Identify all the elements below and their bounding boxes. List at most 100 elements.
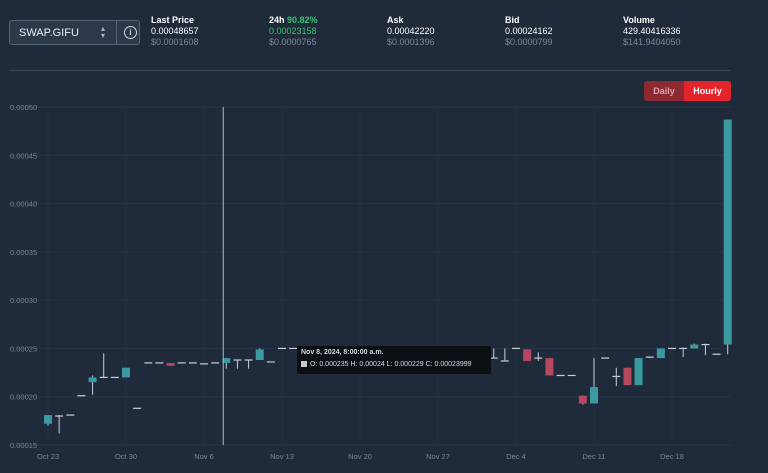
candle[interactable] [656, 348, 665, 359]
candle[interactable] [244, 359, 253, 369]
hourly-toggle-button[interactable]: Hourly [684, 81, 731, 101]
candle[interactable] [222, 358, 231, 369]
candle[interactable] [233, 359, 242, 369]
candle[interactable] [77, 395, 86, 397]
candle[interactable] [556, 374, 565, 377]
candle-body [122, 367, 130, 378]
candle[interactable] [99, 353, 108, 378]
stat-volume: Volume 429.40416336 $141.9404050 [623, 15, 681, 48]
y-tick-label: 0.00035 [10, 248, 37, 257]
candle-body [578, 395, 587, 404]
candle[interactable] [55, 415, 64, 434]
stat-usd-value: $141.9404050 [623, 37, 681, 47]
candle-body [289, 347, 298, 350]
daily-toggle-button[interactable]: Daily [644, 81, 684, 101]
candle[interactable] [679, 347, 688, 358]
candle-body [166, 362, 175, 366]
candle[interactable] [289, 347, 298, 350]
candle-body [278, 347, 286, 350]
stat-label: 24h [269, 15, 285, 25]
candle-body [177, 362, 186, 364]
x-tick-label: Nov 13 [270, 452, 294, 461]
stat-value: 0.00048657 [151, 26, 199, 36]
candle-body [489, 357, 498, 359]
candle[interactable] [512, 347, 520, 350]
candle[interactable] [44, 415, 52, 426]
candle-body [656, 348, 665, 359]
candle[interactable] [110, 376, 119, 378]
candle[interactable] [188, 362, 197, 364]
pair-select[interactable]: SWAP.GIFU ▴ ▾ i [9, 20, 140, 45]
candle[interactable] [523, 349, 532, 361]
tooltip-swatch [301, 361, 307, 367]
candle[interactable] [634, 358, 643, 386]
stat-label: Ask [387, 15, 404, 25]
candle[interactable] [590, 358, 598, 404]
candle[interactable] [133, 407, 142, 409]
candle[interactable] [567, 374, 576, 377]
candle-body [668, 347, 676, 350]
candle[interactable] [612, 367, 621, 387]
candle[interactable] [66, 414, 75, 416]
x-tick-label: Dec 18 [660, 452, 684, 461]
stat-label: Bid [505, 15, 520, 25]
candle-body [233, 359, 242, 361]
y-tick-label: 0.00050 [10, 103, 37, 112]
candle-tooltip: Nov 8, 2024, 8:00:00 a.m. O: 0.000235 H:… [297, 346, 491, 374]
candle[interactable] [623, 367, 632, 386]
candle[interactable] [578, 395, 587, 405]
candle-body [222, 358, 231, 363]
candle[interactable] [601, 357, 610, 359]
stat-ask: Ask 0.00042220 $0.0001396 [387, 15, 435, 48]
candle-body [601, 357, 610, 359]
stat-value: 0.00023158 [269, 26, 317, 36]
candle[interactable] [122, 367, 130, 378]
candle[interactable] [489, 348, 498, 359]
candle-body [200, 363, 208, 365]
candle-body [77, 395, 86, 397]
candle[interactable] [211, 362, 220, 364]
y-tick-label: 0.00020 [10, 393, 37, 402]
candle-body [155, 362, 164, 364]
y-tick-label: 0.00025 [10, 344, 37, 353]
candle[interactable] [255, 348, 264, 361]
candle[interactable] [545, 358, 554, 376]
candle[interactable] [266, 361, 275, 363]
candle[interactable] [278, 347, 286, 350]
x-tick-label: Oct 23 [37, 452, 59, 461]
candle[interactable] [144, 362, 153, 364]
candle[interactable] [723, 119, 732, 355]
candle[interactable] [690, 343, 699, 349]
candle[interactable] [712, 353, 721, 355]
candle-body [133, 407, 142, 409]
candle[interactable] [177, 362, 186, 364]
candle[interactable] [701, 343, 710, 356]
stat-usd-value: $0.0000765 [269, 37, 317, 47]
candle-body [723, 119, 732, 345]
y-tick-label: 0.00030 [10, 296, 37, 305]
candle-body [545, 358, 554, 376]
stat-usd-value: $0.0000799 [505, 37, 553, 47]
candle-body [211, 362, 220, 364]
stat-change-percent: 90.82% [287, 15, 318, 25]
stat-value: 429.40416336 [623, 26, 681, 36]
candle-body [512, 347, 520, 350]
candle[interactable] [534, 352, 543, 361]
candle-body [188, 362, 197, 364]
candle[interactable] [668, 347, 676, 350]
candle[interactable] [155, 362, 164, 364]
candle[interactable] [166, 362, 175, 366]
candle[interactable] [88, 375, 97, 395]
chevron-updown-icon: ▴ ▾ [101, 24, 106, 40]
pair-select-divider [116, 21, 117, 44]
candle[interactable] [200, 363, 208, 365]
y-tick-label: 0.00015 [10, 441, 37, 450]
candle-body [44, 415, 52, 424]
pair-select-value: SWAP.GIFU [19, 27, 79, 39]
candle-body [556, 374, 565, 377]
candle[interactable] [645, 356, 654, 359]
candle[interactable] [500, 348, 509, 362]
info-icon[interactable]: i [124, 26, 137, 39]
candle-body [679, 347, 688, 350]
